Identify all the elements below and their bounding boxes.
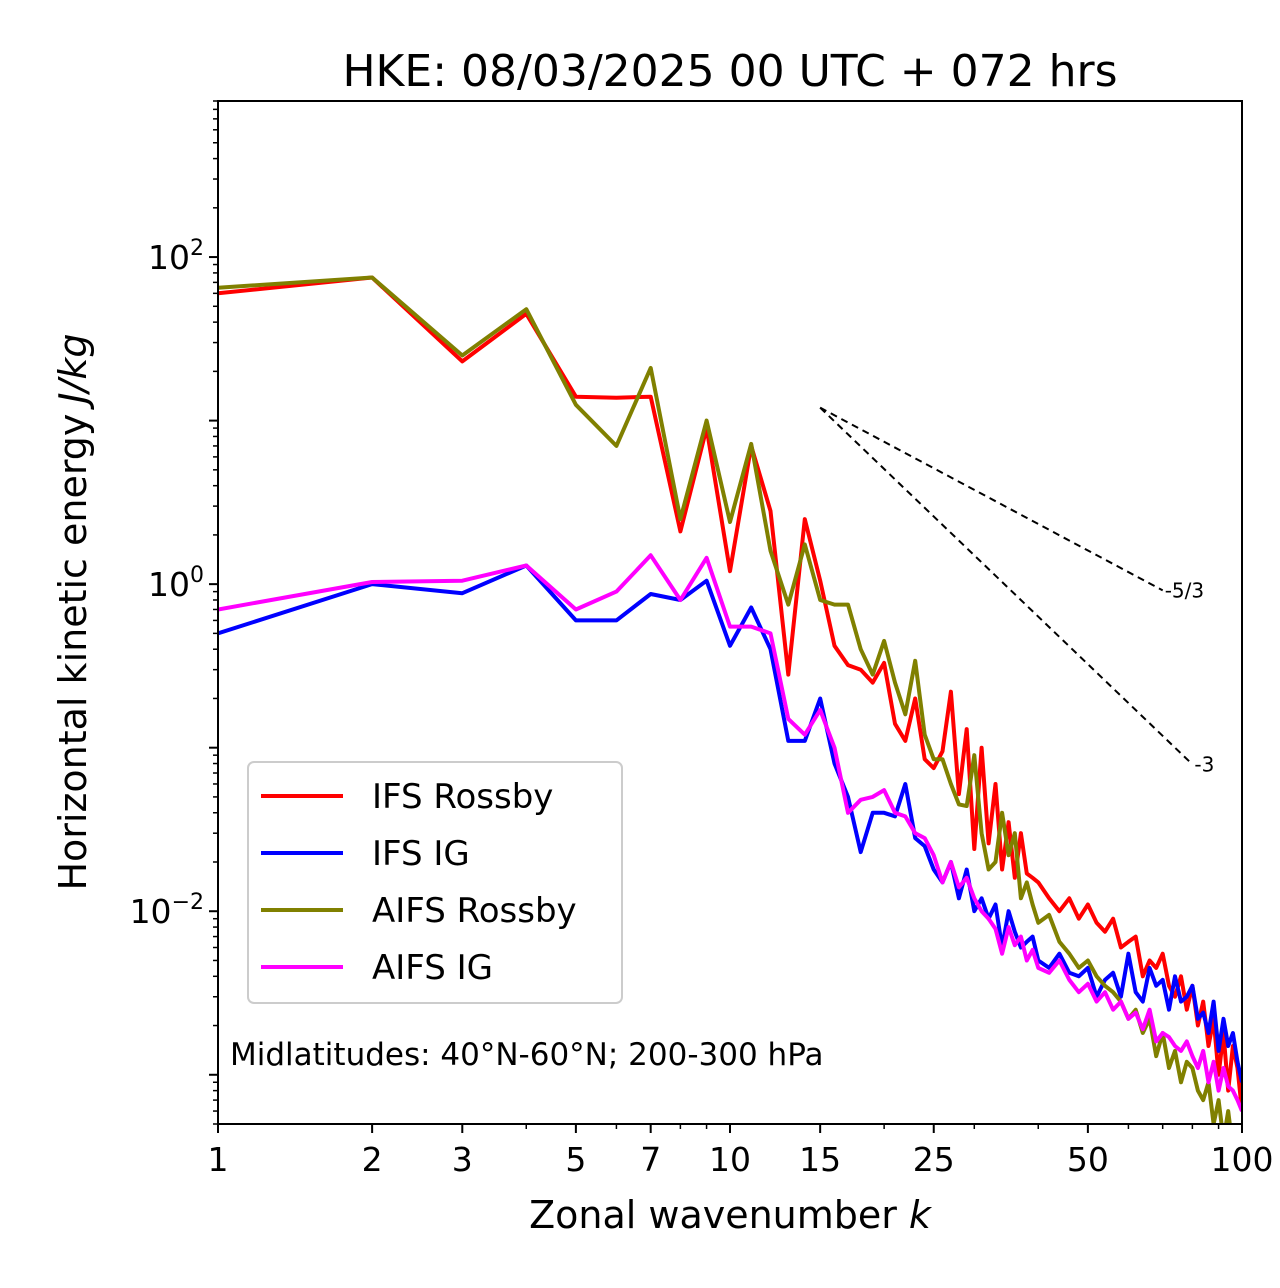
x-tick-label: 100 xyxy=(1211,1140,1274,1179)
series-line-ifs-ig xyxy=(218,563,1242,1083)
x-axis-label-text: Zonal wavenumber xyxy=(529,1193,897,1237)
reference-line-label: -3 xyxy=(1194,752,1214,776)
x-tick-label: 50 xyxy=(1067,1140,1109,1179)
x-tick-label: 15 xyxy=(799,1140,841,1179)
x-axis-label: Zonal wavenumber k xyxy=(529,1193,933,1237)
legend-label: AIFS Rossby xyxy=(372,891,577,931)
x-tick-label: 1 xyxy=(208,1140,229,1179)
reference-line-label: -5/3 xyxy=(1165,578,1204,602)
series-line-aifs-ig xyxy=(218,553,1242,1112)
legend-label: IFS Rossby xyxy=(372,777,553,817)
x-tick-label: 5 xyxy=(565,1140,586,1179)
legend-label: AIFS IG xyxy=(372,948,493,988)
legend-label: IFS IG xyxy=(372,834,470,874)
y-axis-label-units: J/kg xyxy=(51,333,95,410)
region-annotation: Midlatitudes: 40°N-60°N; 200-300 hPa xyxy=(230,1037,824,1073)
y-tick-label: 102 xyxy=(148,236,204,277)
chart-title: HKE: 08/03/2025 00 UTC + 072 hrs xyxy=(342,46,1117,97)
x-axis-ticks: 1 2 3 5 7 10 15 25 50 100 xyxy=(208,1124,1274,1179)
y-tick-label: 10−2 xyxy=(130,890,204,931)
y-tick-label: 100 xyxy=(148,563,204,604)
y-axis-label: Horizontal kinetic energyJ/kg xyxy=(51,333,95,890)
x-tick-label: 10 xyxy=(709,1140,751,1179)
x-tick-label: 3 xyxy=(452,1140,473,1179)
series-layer xyxy=(218,275,1242,1124)
x-tick-label: 7 xyxy=(640,1140,661,1179)
reference-line-2 xyxy=(819,406,1194,766)
y-axis-label-text: Horizontal kinetic energy xyxy=(51,414,95,891)
x-tick-label: 25 xyxy=(913,1140,955,1179)
series-line-aifs-rossby xyxy=(218,275,1232,1124)
x-axis-label-var: k xyxy=(909,1193,933,1237)
x-tick-label: 2 xyxy=(362,1140,383,1179)
reference-slope-lines: -5/3 -3 xyxy=(819,406,1214,776)
y-axis-ticks: 10−2 100 102 xyxy=(130,100,218,1125)
legend: IFS Rossby IFS IG AIFS Rossby AIFS IG xyxy=(247,761,623,1004)
legend-entries: IFS Rossby IFS IG AIFS Rossby AIFS IG xyxy=(261,777,577,988)
legend-box xyxy=(247,761,623,1004)
reference-line-1 xyxy=(819,406,1164,592)
